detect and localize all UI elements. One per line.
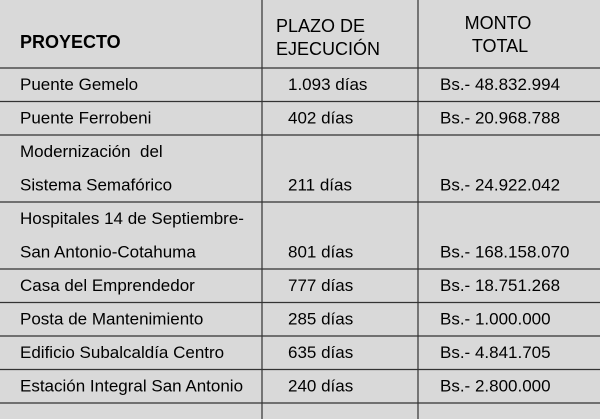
project-name: Hospitales 14 de Septiembre- — [20, 209, 244, 228]
header-term: PLAZO DE — [276, 16, 365, 36]
header-term: EJECUCIÓN — [276, 38, 380, 59]
amount: Bs.- 4.841.705 — [440, 343, 551, 362]
amount: Bs.- 48.832.994 — [440, 75, 560, 94]
term: 801 días — [288, 243, 353, 262]
term: 240 días — [288, 377, 353, 396]
amount: Bs.- 2.800.000 — [440, 377, 551, 396]
project-name: Sistema Semafórico — [20, 176, 172, 195]
project-name: Edificio Subalcaldía Centro — [20, 343, 224, 362]
amount: Bs.- 168.158.070 — [440, 243, 569, 262]
amount: Bs.- 18.751.268 — [440, 276, 560, 295]
amount: Bs.- 24.922.042 — [440, 176, 560, 195]
header-amount: MONTO — [465, 13, 532, 33]
project-name: San Antonio-Cotahuma — [20, 243, 196, 262]
term: 777 días — [288, 276, 353, 295]
term: 211 días — [288, 176, 352, 195]
amount: Bs.- 1.000.000 — [440, 310, 551, 329]
project-name: Casa del Emprendedor — [20, 276, 195, 295]
header-amount: TOTAL — [472, 36, 528, 56]
project-name: Modernización del — [20, 142, 163, 161]
project-name: Puente Gemelo — [20, 75, 138, 94]
term: 635 días — [288, 343, 353, 362]
term: 285 días — [288, 310, 353, 329]
term: 402 días — [288, 109, 353, 128]
project-name: Posta de Mantenimiento — [20, 310, 203, 329]
project-name: Puente Ferrobeni — [20, 109, 151, 128]
project-name: Estación Integral San Antonio — [20, 377, 243, 396]
header-project: PROYECTO — [20, 32, 121, 52]
term: 1.093 días — [288, 75, 367, 94]
amount: Bs.- 20.968.788 — [440, 109, 560, 128]
